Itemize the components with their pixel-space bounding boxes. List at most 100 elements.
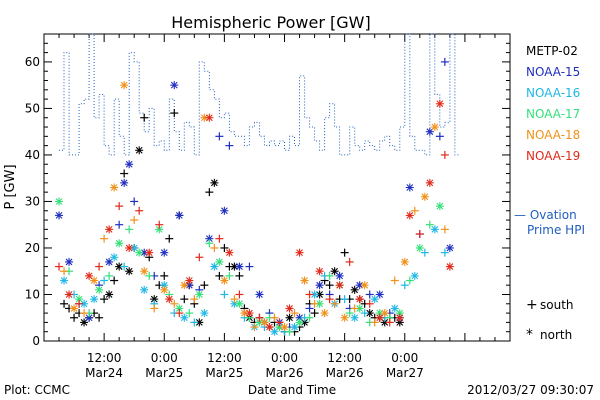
noaa-18-point [80, 309, 89, 318]
star-d2 [336, 272, 344, 280]
ovation-prime-hpi-series [59, 33, 460, 156]
star-d2 [110, 253, 118, 261]
star-d2 [95, 286, 103, 294]
star-d2 [311, 291, 318, 298]
noaa-19-point [165, 295, 174, 304]
metp-02-point [160, 271, 169, 280]
x-tick-label-date: Mar26 [266, 366, 304, 380]
noaa-15-point [245, 262, 254, 271]
x-tick-label-date: Mar25 [205, 366, 243, 380]
y-tick-label: 10 [25, 287, 40, 301]
noaa-19-point [215, 234, 224, 243]
noaa-16-point [110, 253, 119, 262]
noaa-19-point [175, 309, 184, 318]
star-d2 [195, 291, 203, 298]
noaa-19-point [135, 206, 144, 215]
noaa-17-point [105, 271, 114, 280]
star-d2 [301, 319, 308, 326]
metp-02-point [215, 271, 224, 280]
metp-02-point [325, 281, 334, 290]
legend-entry-noaa-15: NOAA-15 [526, 65, 580, 79]
noaa-15-point [175, 211, 184, 220]
star-d2 [296, 319, 303, 326]
star-d2 [90, 277, 98, 284]
noaa-18-point [370, 318, 379, 327]
noaa-16-point [430, 225, 439, 234]
legend-entry-noaa-17: NOAA-17 [526, 107, 580, 121]
metp-02-point [125, 267, 134, 276]
noaa-19-point [285, 304, 294, 313]
star-d2 [356, 295, 364, 303]
noaa-17-point [285, 327, 294, 336]
star-d2 [70, 305, 78, 312]
noaa-17-point [125, 225, 134, 234]
star-d2 [286, 305, 293, 312]
star-d2 [431, 123, 439, 131]
noaa-19-point [75, 299, 84, 308]
star-d2 [185, 277, 193, 284]
noaa-19-point [365, 299, 374, 308]
star-d2 [130, 244, 138, 252]
noaa-16-point [370, 295, 379, 304]
noaa-19-point [325, 295, 334, 304]
noaa-17-point [295, 318, 304, 327]
noaa-16-point [360, 309, 369, 318]
star-d2 [316, 291, 323, 298]
star-d2 [341, 314, 349, 322]
noaa-19-point [405, 211, 414, 220]
metp-02-point [110, 276, 119, 285]
noaa-19-point [225, 248, 234, 257]
legend-ovation-line2: Prime HPI [527, 223, 585, 237]
noaa-18-point [180, 281, 189, 290]
star-d2 [150, 295, 158, 303]
noaa-17-point [235, 299, 244, 308]
noaa-16-point [180, 313, 189, 322]
noaa-19-point [195, 253, 204, 262]
noaa-17-point [185, 309, 194, 318]
noaa-18-point [110, 183, 119, 192]
noaa-16-point [340, 295, 349, 304]
star-d2 [60, 277, 68, 284]
star-d2 [401, 258, 409, 266]
noaa-16-point [60, 276, 69, 285]
noaa-17-point [415, 243, 424, 252]
star-d2 [236, 263, 243, 270]
noaa-16-point [230, 299, 239, 308]
noaa-16-point [190, 318, 199, 327]
star-d2 [436, 100, 444, 108]
noaa-15-point [130, 197, 139, 206]
legend-ovation-line1: — Ovation [514, 208, 577, 222]
noaa-19-point [65, 290, 74, 299]
metp-02-point [100, 295, 109, 304]
noaa-18-point [150, 304, 159, 313]
star-d2 [125, 160, 133, 168]
star-d2 [416, 244, 424, 252]
noaa-18-point [270, 313, 279, 322]
legend-symbol-label-north: north [540, 328, 572, 342]
noaa-15-point [225, 141, 234, 150]
metp-02-point [120, 169, 129, 178]
star-d2 [226, 249, 233, 257]
star-d2 [220, 277, 228, 284]
noaa-19-point [145, 248, 154, 257]
noaa-17-point [435, 202, 444, 211]
star-d2 [256, 291, 263, 298]
y-tick-label: 40 [25, 148, 40, 162]
noaa-15-point [435, 132, 444, 141]
noaa-18-point [430, 123, 439, 132]
star-d2 [140, 267, 148, 275]
noaa-18-point [310, 299, 319, 308]
metp-02-point [235, 271, 244, 280]
noaa-18-point [340, 313, 349, 322]
star-d2 [256, 319, 263, 326]
noaa-19-point [335, 281, 344, 290]
satellite-data-points [55, 57, 454, 336]
noaa-18-point [390, 276, 399, 285]
x-axis-label: Date and Time [248, 383, 336, 397]
star-d2 [446, 244, 454, 252]
noaa-15-point [125, 160, 134, 169]
x-tick-label-time: 0:00 [151, 351, 178, 365]
noaa-16-point [400, 281, 409, 290]
noaa-17-point [135, 248, 144, 257]
